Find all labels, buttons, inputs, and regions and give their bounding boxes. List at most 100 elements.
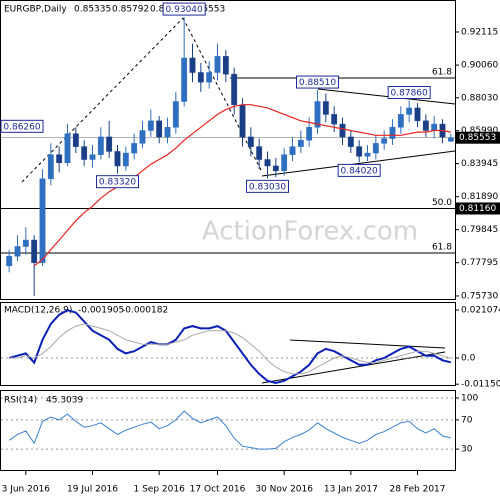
candle-body xyxy=(447,137,454,142)
y-tick-label: 30 xyxy=(461,445,473,455)
trend-line xyxy=(261,150,456,177)
swing-line xyxy=(21,17,184,183)
candle-body xyxy=(97,136,104,155)
ohlc-label: 0.85335 xyxy=(74,5,111,15)
candle-body xyxy=(39,178,46,263)
price-tag xyxy=(456,202,500,215)
ohlc-label: 0.85553 xyxy=(188,5,225,15)
candle-body xyxy=(56,154,63,163)
annotation-box xyxy=(0,119,44,133)
annotation-box xyxy=(337,163,381,177)
candle-body xyxy=(256,146,263,160)
candle-body xyxy=(181,57,188,102)
candle-body xyxy=(314,101,321,128)
fib-label: 61.8 xyxy=(432,242,452,252)
rsi-title: RSI(14) xyxy=(4,396,37,406)
macd-line xyxy=(9,323,451,375)
candle-body xyxy=(264,159,271,167)
macd-value-label: -0.000182 xyxy=(122,306,168,316)
annotation-box xyxy=(246,179,289,193)
y-tick-label: 0.021074 xyxy=(461,306,500,316)
macd-trend-line xyxy=(261,351,446,384)
fib-label: 61.8 xyxy=(432,67,452,77)
y-tick-label: 0.92115 xyxy=(461,27,498,37)
candle-body xyxy=(64,133,71,163)
x-tick-label: 19 Jul 2016 xyxy=(67,485,118,495)
candle-body xyxy=(239,104,246,138)
candle-body xyxy=(131,143,138,154)
candle-body xyxy=(339,123,346,138)
moving-average xyxy=(33,104,451,267)
y-tick-label: 0.81890 xyxy=(461,192,498,202)
y-tick-label: 0.83945 xyxy=(461,159,498,169)
candle-body xyxy=(14,246,21,257)
y-tick-label: 0.85990 xyxy=(461,126,498,136)
price-tag-label: 0.81160 xyxy=(459,204,496,214)
annotation-box xyxy=(162,2,206,16)
candle-body xyxy=(72,133,79,147)
candle-body xyxy=(347,136,354,147)
candle-body xyxy=(272,165,279,172)
y-tick-label: 0.79845 xyxy=(461,225,498,235)
candle-body xyxy=(322,101,329,115)
annotation-label: 0.87860 xyxy=(391,89,428,99)
fib-label: 50.0 xyxy=(432,198,452,208)
annotation-label: 0.86260 xyxy=(3,122,40,132)
macd-value-label: -0.001905 xyxy=(78,306,124,316)
candle-body xyxy=(81,146,88,160)
header: EURGBP,Daily xyxy=(4,5,67,15)
rsi-value-label: 45.3039 xyxy=(46,396,83,406)
candle-body xyxy=(422,120,429,131)
candle-body xyxy=(156,120,163,138)
candle-body xyxy=(397,114,404,128)
x-tick-label: 3 Jun 2016 xyxy=(2,485,51,495)
macd-line xyxy=(8,309,452,385)
candle-body xyxy=(164,127,171,138)
candle-body xyxy=(289,146,296,155)
candle-body xyxy=(122,152,129,167)
rsi-panel xyxy=(0,390,456,471)
candle-body xyxy=(414,107,421,122)
candle-body xyxy=(381,138,388,144)
candle-body xyxy=(222,56,229,75)
y-tick-label: 0.75730 xyxy=(461,291,498,301)
x-tick-label: 30 Nov 2016 xyxy=(255,485,313,495)
candle-body xyxy=(31,239,38,263)
candle-body xyxy=(147,120,154,131)
y-tick-label: 100 xyxy=(461,394,478,404)
price-tag-label: 0.85553 xyxy=(459,133,496,143)
x-tick-label: 17 Oct 2016 xyxy=(190,485,246,495)
macd-trend-line xyxy=(289,339,446,349)
swing-line xyxy=(182,17,263,173)
y-tick-label: 0.88030 xyxy=(461,93,498,103)
candle-body xyxy=(297,139,304,147)
price-panel xyxy=(0,0,456,300)
candle-body xyxy=(389,127,396,139)
candle-body xyxy=(189,57,196,73)
candle-body xyxy=(356,146,363,157)
candle-body xyxy=(106,136,113,152)
annotation-box xyxy=(96,175,139,189)
chart-title: EURGBP,Daily xyxy=(4,5,67,15)
rsi-line xyxy=(8,410,451,450)
price-tag xyxy=(456,131,500,144)
candle-body xyxy=(247,136,254,147)
y-tick-label: 70 xyxy=(461,415,473,425)
candle-body xyxy=(431,123,438,131)
x-tick-label: 28 Feb 2017 xyxy=(389,485,445,495)
annotation-label: 0.93040 xyxy=(166,5,203,15)
candle-body xyxy=(89,154,96,160)
macd-panel xyxy=(0,302,456,386)
candle-body xyxy=(6,255,13,267)
y-tick-label: 0.0 xyxy=(461,354,476,364)
candle-body xyxy=(281,154,288,172)
candle-body xyxy=(114,151,121,167)
candle-body xyxy=(172,101,179,128)
annotation-label: 0.83030 xyxy=(249,182,286,192)
candle-body xyxy=(372,143,379,154)
y-tick-label: 0.77795 xyxy=(461,258,498,268)
candle-body xyxy=(139,130,146,144)
ohlc-label: 0.85792 xyxy=(112,5,149,15)
candle-body xyxy=(22,239,29,247)
candle-body xyxy=(364,152,371,157)
